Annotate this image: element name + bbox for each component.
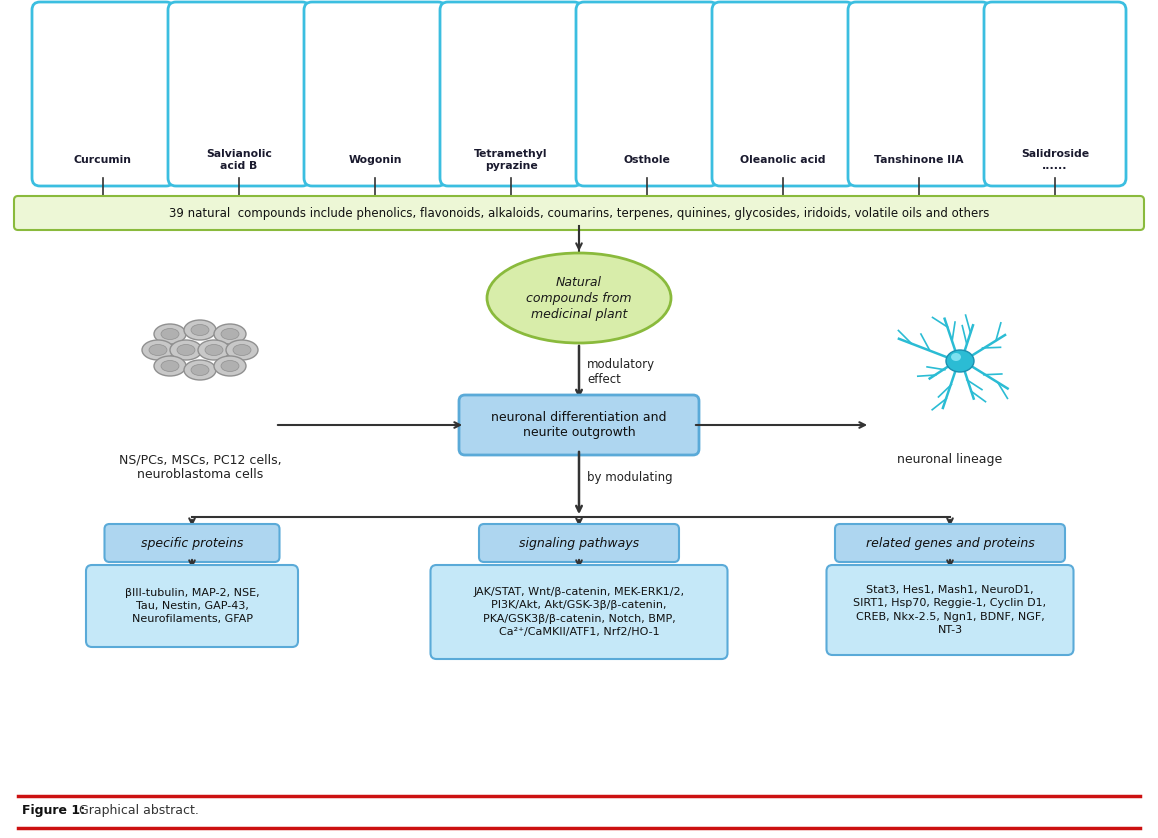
Text: Oleanolic acid: Oleanolic acid [740,155,826,165]
Text: related genes and proteins: related genes and proteins [866,536,1034,550]
Text: neuronal differentiation and
neurite outgrowth: neuronal differentiation and neurite out… [491,411,667,439]
FancyBboxPatch shape [86,565,298,647]
FancyBboxPatch shape [104,524,279,562]
Ellipse shape [154,324,186,344]
Ellipse shape [226,340,258,360]
Text: by modulating: by modulating [587,471,673,484]
Ellipse shape [191,324,208,335]
Text: Wogonin: Wogonin [349,155,402,165]
Text: Tetramethyl
pyrazine: Tetramethyl pyrazine [475,149,548,171]
Ellipse shape [214,356,245,376]
FancyBboxPatch shape [14,196,1144,230]
Text: Graphical abstract.: Graphical abstract. [75,804,199,816]
Ellipse shape [191,365,208,375]
Text: Curcumin: Curcumin [74,155,132,165]
Text: Natural
compounds from
medicinal plant: Natural compounds from medicinal plant [526,276,632,320]
FancyBboxPatch shape [848,2,990,186]
Text: Osthole: Osthole [623,155,670,165]
Ellipse shape [161,360,179,371]
Text: Tanshinone IIA: Tanshinone IIA [874,155,963,165]
FancyBboxPatch shape [984,2,1126,186]
Ellipse shape [154,356,186,376]
Ellipse shape [946,350,974,372]
Text: Stat3, Hes1, Mash1, NeuroD1,
SIRT1, Hsp70, Reggie-1, Cyclin D1,
CREB, Nkx-2.5, N: Stat3, Hes1, Mash1, NeuroD1, SIRT1, Hsp7… [853,585,1047,635]
Ellipse shape [177,344,195,355]
Ellipse shape [149,344,167,355]
Ellipse shape [214,324,245,344]
Text: Figure 1:: Figure 1: [22,804,86,816]
Text: modulatory
effect: modulatory effect [587,358,655,386]
Text: Salidroside
......: Salidroside ...... [1021,149,1089,171]
Ellipse shape [205,344,223,355]
FancyBboxPatch shape [168,2,310,186]
FancyBboxPatch shape [712,2,853,186]
Text: specific proteins: specific proteins [141,536,243,550]
FancyBboxPatch shape [835,524,1065,562]
Ellipse shape [951,353,961,361]
FancyBboxPatch shape [827,565,1073,655]
Text: 39 natural  compounds include phenolics, flavonoids, alkaloids, coumarins, terpe: 39 natural compounds include phenolics, … [169,206,989,220]
Ellipse shape [170,340,201,360]
Ellipse shape [184,320,217,340]
Ellipse shape [488,253,670,343]
Text: NS/PCs, MSCs, PC12 cells,
neuroblastoma cells: NS/PCs, MSCs, PC12 cells, neuroblastoma … [118,453,281,481]
FancyBboxPatch shape [576,2,718,186]
FancyBboxPatch shape [431,565,727,659]
Ellipse shape [184,360,217,380]
FancyBboxPatch shape [32,2,174,186]
FancyBboxPatch shape [479,524,679,562]
FancyBboxPatch shape [440,2,582,186]
Ellipse shape [221,328,239,339]
Text: βIII-tubulin, MAP-2, NSE,
Tau, Nestin, GAP-43,
Neurofilaments, GFAP: βIII-tubulin, MAP-2, NSE, Tau, Nestin, G… [125,587,259,624]
Ellipse shape [233,344,251,355]
Text: neuronal lineage: neuronal lineage [897,453,1003,466]
FancyBboxPatch shape [305,2,446,186]
Text: JAK/STAT, Wnt/β-catenin, MEK-ERK1/2,
PI3K/Akt, Akt/GSK-3β/β-catenin,
PKA/GSK3β/β: JAK/STAT, Wnt/β-catenin, MEK-ERK1/2, PI3… [474,587,684,637]
Ellipse shape [221,360,239,371]
Text: Salvianolic
acid B: Salvianolic acid B [206,149,272,171]
FancyBboxPatch shape [459,395,699,455]
Text: signaling pathways: signaling pathways [519,536,639,550]
Ellipse shape [161,328,179,339]
Ellipse shape [198,340,230,360]
Ellipse shape [142,340,174,360]
